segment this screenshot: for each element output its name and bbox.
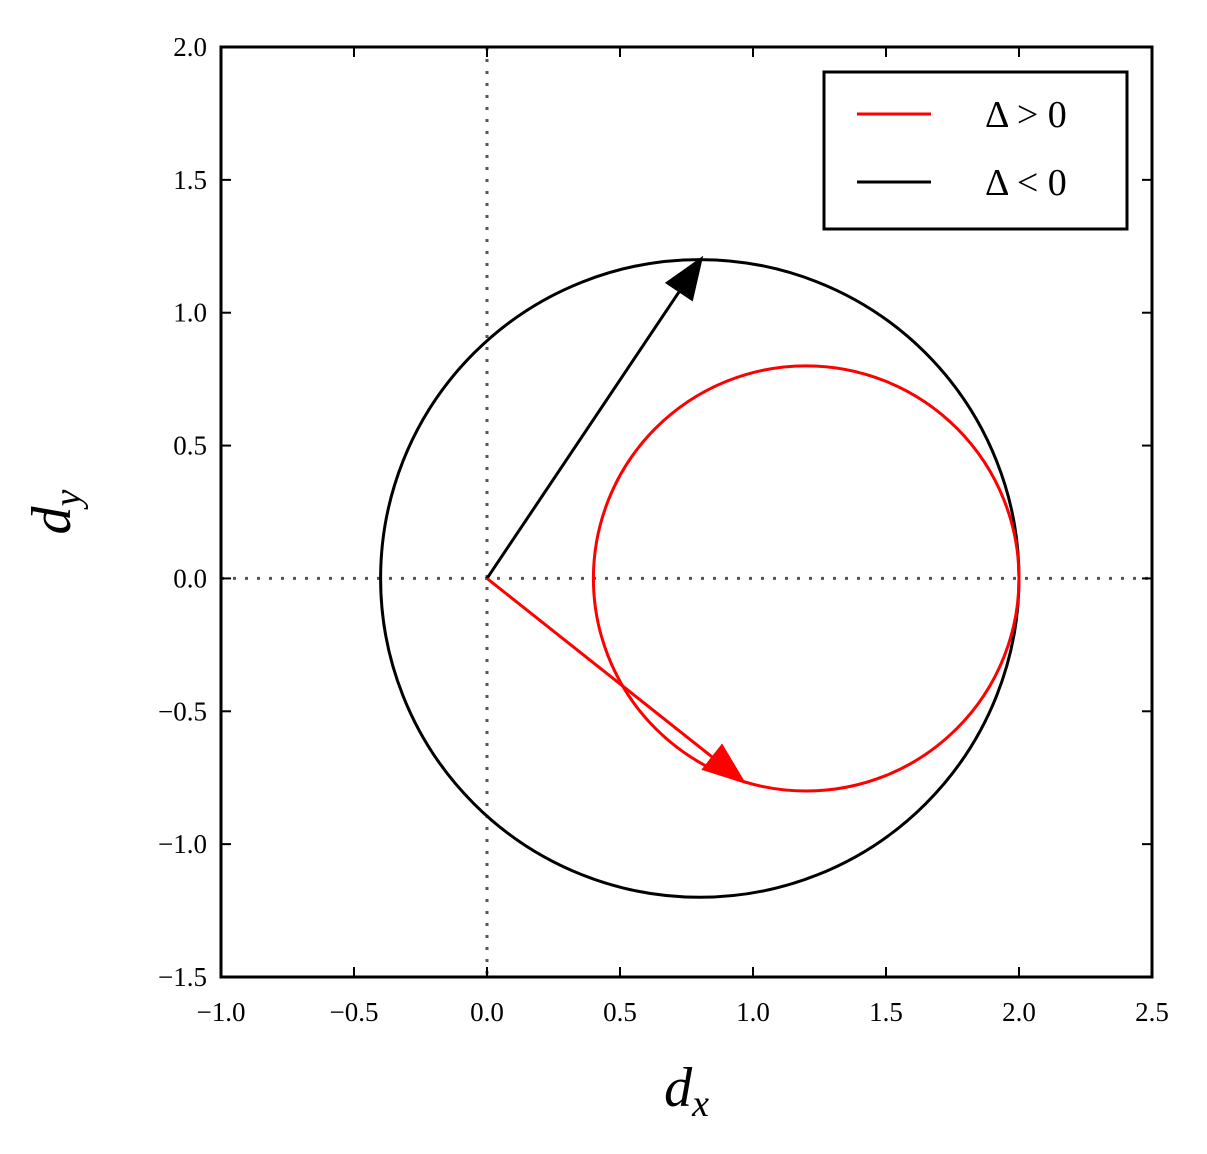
y-tick-label: −1.0: [158, 829, 207, 859]
x-axis-label: dx: [664, 1057, 709, 1125]
x-tick-label: 0.0: [470, 997, 504, 1027]
x-tick-label: 1.5: [869, 997, 903, 1027]
y-axis-label: dy: [21, 489, 89, 534]
y-tick-label: −1.5: [158, 962, 207, 992]
axes-frame: [219, 45, 1154, 979]
x-tick-label: −0.5: [330, 997, 379, 1027]
y-tick-label: 0.5: [173, 431, 207, 461]
x-tick-label: −1.0: [197, 997, 246, 1027]
legend-box: [822, 70, 1129, 231]
y-axis-label-sub: y: [47, 489, 89, 510]
x-tick-label: 0.5: [603, 997, 637, 1027]
y-tick-label: 1.0: [173, 298, 207, 328]
x-tick-label: 1.0: [736, 997, 770, 1027]
legend-label-delta-positive: Δ > 0: [985, 94, 1067, 136]
arrow-shaft-delta-negative: [485, 290, 681, 580]
legend-label-delta-negative: Δ < 0: [985, 162, 1067, 204]
legend: Δ > 0 Δ < 0: [822, 70, 1129, 231]
x-axis-label-main: d: [664, 1057, 693, 1119]
x-tick-label: 2.5: [1135, 997, 1169, 1027]
series-layer: [379, 255, 1021, 899]
x-axis-label-sub: x: [691, 1083, 709, 1125]
circle-delta-positive: [591, 364, 1021, 793]
y-tick-label: 1.5: [173, 165, 207, 195]
y-tick-label: 2.0: [173, 32, 207, 62]
y-tick-label: 0.0: [173, 563, 207, 593]
circle-delta-negative: [379, 258, 1021, 899]
arrow-head-delta-negative: [664, 255, 704, 302]
y-axis-label-main: d: [21, 505, 83, 534]
x-tick-label: 2.0: [1002, 997, 1036, 1027]
arrow-head-delta-positive: [701, 743, 747, 784]
y-tick-label: −0.5: [158, 696, 207, 726]
axis-ticks: −1.0 −0.5 0.0 0.5 1.0 1.5 2.0 2.5 −1.5 −1.0 −0.5 0.…: [158, 32, 1169, 1027]
arrow-shaft-delta-positive: [486, 577, 714, 759]
